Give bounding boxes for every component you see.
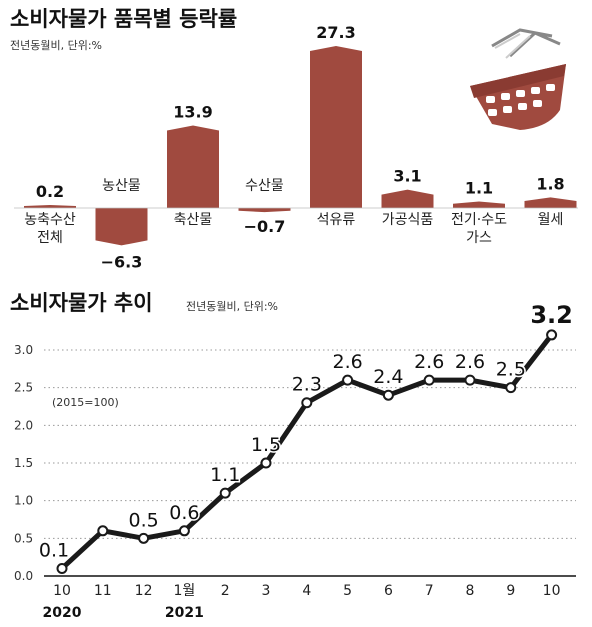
bar-value-label: 0.2 bbox=[36, 182, 64, 201]
x-tick-label: 10 bbox=[543, 583, 561, 599]
shopping-basket-icon bbox=[470, 28, 566, 130]
bar-0 bbox=[24, 205, 76, 208]
year-label: 2020 bbox=[43, 605, 82, 621]
bar-value-label: −6.3 bbox=[101, 252, 143, 271]
bar-category-label: 전기·수도 가스 bbox=[451, 212, 507, 246]
bar-value-label: 1.8 bbox=[536, 174, 564, 193]
data-label: 2.6 bbox=[332, 351, 362, 373]
bar-3 bbox=[238, 208, 291, 213]
bar-value-label: 3.1 bbox=[393, 167, 421, 186]
data-label: 0.1 bbox=[39, 539, 69, 561]
data-label: 1.1 bbox=[210, 464, 240, 486]
data-label: 2.5 bbox=[496, 359, 526, 381]
x-tick-label: 5 bbox=[343, 583, 352, 599]
data-point bbox=[56, 562, 68, 574]
y-tick-label: 0.0 bbox=[14, 569, 33, 583]
line-chart-subtitle: 전년동월비, 단위:% bbox=[186, 300, 278, 313]
line-chart-note: (2015=100) bbox=[52, 396, 119, 409]
data-point bbox=[178, 525, 190, 537]
x-tick-label: 8 bbox=[466, 583, 475, 599]
bar-category-label: 축산물 bbox=[174, 212, 213, 228]
x-tick-label: 9 bbox=[506, 583, 515, 599]
data-point bbox=[219, 487, 231, 499]
x-tick-label: 6 bbox=[384, 583, 393, 599]
data-point bbox=[505, 382, 517, 394]
bar-value-label: 13.9 bbox=[173, 103, 212, 122]
y-tick-label: 0.5 bbox=[14, 531, 33, 545]
bar-6 bbox=[453, 201, 505, 208]
bar-2 bbox=[167, 125, 219, 208]
y-tick-label: 3.0 bbox=[14, 343, 33, 357]
bar-category-label: 농산물 bbox=[102, 178, 141, 194]
x-tick-label: 1월 bbox=[174, 583, 196, 599]
bar-5 bbox=[381, 189, 434, 208]
data-point bbox=[382, 389, 394, 401]
data-label: 2.6 bbox=[455, 351, 485, 373]
line-chart: 소비자물가 추이 전년동월비, 단위:% (2015=100) 0.0 0.5 1.… bbox=[10, 291, 576, 621]
bar-category-label: 월세 bbox=[538, 212, 564, 228]
y-tick-label: 2.0 bbox=[14, 418, 33, 432]
data-point bbox=[97, 525, 109, 537]
y-tick-label: 1.5 bbox=[14, 456, 33, 470]
y-tick-label: 1.0 bbox=[14, 494, 33, 508]
data-label: 2.6 bbox=[414, 351, 444, 373]
x-tick-label: 7 bbox=[425, 583, 434, 599]
bar-value-label: 1.1 bbox=[465, 178, 493, 197]
y-tick-label: 2.5 bbox=[14, 381, 33, 395]
data-label: 0.6 bbox=[169, 502, 199, 524]
bar-chart: 소비자물가 품목별 등락률 전년동월비, 단위:% 0.2 농축수산 전체 −6.3 농… bbox=[10, 7, 578, 271]
data-point bbox=[546, 329, 558, 341]
data-label: 1.5 bbox=[251, 434, 281, 456]
bar-category-label: 농축수산 전체 bbox=[24, 212, 76, 246]
x-tick-label: 10 bbox=[53, 583, 71, 599]
data-point bbox=[342, 374, 354, 386]
data-point bbox=[423, 374, 435, 386]
bar-chart-subtitle: 전년동월비, 단위:% bbox=[10, 39, 102, 52]
bar-1 bbox=[95, 208, 148, 246]
data-label: 2.3 bbox=[292, 374, 322, 396]
bar-category-label: 가공식품 bbox=[382, 212, 434, 228]
x-tick-label: 2 bbox=[221, 583, 230, 599]
bar-chart-title: 소비자물가 품목별 등락률 bbox=[10, 7, 237, 31]
data-point bbox=[464, 374, 476, 386]
data-point bbox=[260, 457, 272, 469]
data-label: 2.4 bbox=[373, 366, 403, 388]
x-tick-label: 12 bbox=[135, 583, 153, 599]
bar-value-label: −0.7 bbox=[244, 217, 286, 236]
line-chart-title: 소비자물가 추이 bbox=[10, 291, 153, 315]
x-tick-label: 3 bbox=[262, 583, 271, 599]
data-label: 0.5 bbox=[128, 509, 158, 531]
bar-7 bbox=[524, 197, 577, 208]
bar-value-label: 27.3 bbox=[316, 23, 355, 42]
data-point bbox=[138, 532, 150, 544]
x-tick-label: 4 bbox=[302, 583, 311, 599]
bar-category-label: 수산물 bbox=[245, 178, 284, 194]
x-tick-label: 11 bbox=[94, 583, 112, 599]
data-label: 3.2 bbox=[530, 301, 573, 329]
data-point bbox=[301, 397, 313, 409]
bar-category-label: 석유류 bbox=[317, 212, 356, 228]
year-label: 2021 bbox=[165, 605, 204, 621]
bar-4 bbox=[310, 46, 362, 208]
